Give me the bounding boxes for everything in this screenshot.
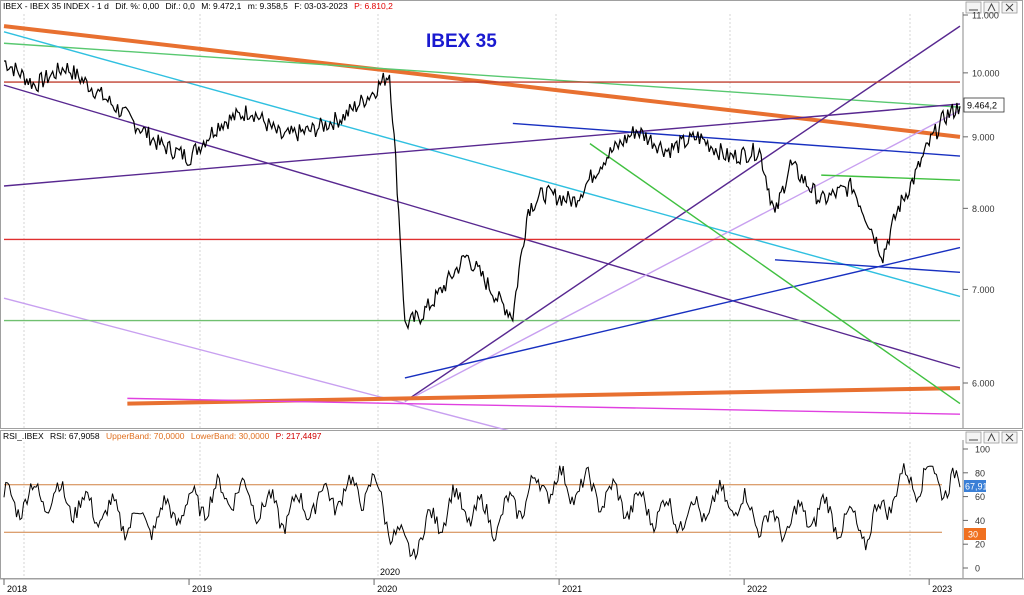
main-header: IBEX - IBEX 35 INDEX - 1 d Dif. %: 0,00 …	[3, 1, 393, 11]
rsi-y-tick-label: 60	[975, 492, 985, 502]
main-panel-buttons[interactable]	[965, 1, 1018, 14]
header-dif: Dif.: 0,0	[166, 1, 196, 11]
rsi-value-text: RSI: 67,9058	[50, 431, 100, 441]
header-dif-pct: Dif. %: 0,00	[115, 1, 159, 11]
header-min: m: 9.358,5	[248, 1, 288, 11]
rsi-value-tag: 67,91	[964, 480, 988, 492]
trendline	[404, 109, 961, 403]
rsi-name: RSI_.IBEX	[3, 431, 44, 441]
trendline	[3, 103, 961, 187]
main-y-tick-label: 9.000	[972, 132, 995, 142]
x-mid-label: 2020	[380, 567, 400, 577]
trendline	[404, 25, 961, 403]
main-panel-frame	[0, 0, 1023, 429]
x-tick-label: 2019	[192, 584, 212, 594]
trendline	[512, 122, 961, 157]
expand-button[interactable]	[983, 1, 1000, 14]
trendline	[774, 259, 961, 274]
last-value-label: 9.464,2	[967, 101, 997, 111]
rsi-lower-label: 30	[968, 530, 978, 540]
rsi-panel-buttons[interactable]	[965, 431, 1018, 444]
header-symbol: IBEX - IBEX 35 INDEX - 1 d	[3, 1, 109, 11]
rsi-expand-button[interactable]	[983, 431, 1000, 444]
trendline	[3, 31, 961, 298]
rsi-header: RSI_.IBEX RSI: 67,9058 UpperBand: 70,000…	[3, 431, 322, 441]
rsi-collapse-button[interactable]	[965, 431, 982, 444]
rsi-y-tick-label: 100	[975, 445, 990, 455]
rsi-series-line	[3, 463, 961, 561]
main-panel: IBEX 35 IBEX - IBEX 35 INDEX - 1 d Dif. …	[0, 0, 1023, 437]
trendline	[127, 397, 961, 415]
collapse-button[interactable]	[965, 1, 982, 14]
main-y-tick-label: 8.000	[972, 204, 995, 214]
rsi-close-button[interactable]	[1001, 431, 1018, 444]
last-value-tag: 9.464,2	[963, 97, 1005, 113]
rsi-y-tick-label: 40	[975, 516, 985, 526]
header-max: M: 9.472,1	[201, 1, 241, 11]
rsi-upper-text: UpperBand: 70,0000	[106, 431, 185, 441]
trendline	[3, 42, 961, 108]
trendlines	[3, 24, 961, 437]
x-tick-label: 2020	[377, 584, 397, 594]
main-y-tick-label: 10.000	[972, 68, 1000, 78]
rsi-y-axis: 100 80 60 40 20 0	[963, 445, 990, 574]
rsi-y-tick-label: 80	[975, 468, 985, 478]
x-tick-label: 2022	[747, 584, 767, 594]
rsi-panel-frame	[0, 430, 1023, 579]
main-y-tick-label: 7.000	[972, 285, 995, 295]
x-axis: 2018 2019 2020 2021 2022 2023 2020	[0, 567, 1024, 594]
main-grid	[23, 14, 911, 428]
header-price: P: 6.810,2	[354, 1, 393, 11]
main-y-tick-label: 11.000	[972, 11, 999, 21]
rsi-y-tick-label: 20	[975, 540, 985, 550]
rsi-panel: RSI_.IBEX RSI: 67,9058 UpperBand: 70,000…	[0, 430, 1023, 579]
rsi-lower-tag: 30	[964, 528, 986, 540]
header-date: F: 03-03-2023	[294, 1, 348, 11]
x-tick-label: 2021	[562, 584, 582, 594]
x-tick-label: 2018	[7, 584, 27, 594]
trendline	[821, 174, 961, 181]
trendline	[404, 246, 961, 379]
rsi-grid	[23, 442, 911, 578]
price-series-line	[4, 60, 961, 331]
rsi-y-tick-label: 0	[975, 564, 980, 574]
chart-title: IBEX 35	[426, 31, 497, 52]
main-y-tick-label: 6.000	[972, 379, 995, 389]
rsi-p-text: P: 217,4497	[276, 431, 322, 441]
rsi-lower-text: LowerBand: 30,0000	[191, 431, 270, 441]
trendline	[589, 143, 961, 405]
x-tick-label: 2023	[932, 584, 952, 594]
close-panel-button[interactable]	[1001, 1, 1018, 14]
main-y-axis: 11.000 10.000 9.000 8.000 7.000 6.000	[963, 11, 1000, 389]
rsi-value-label: 67,91	[965, 482, 988, 492]
